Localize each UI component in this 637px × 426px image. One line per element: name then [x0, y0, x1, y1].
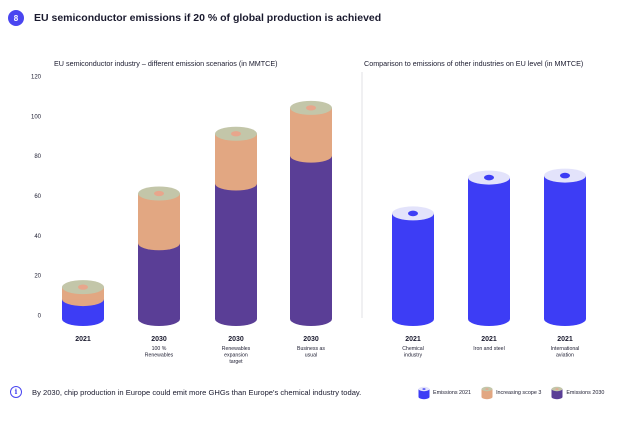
comparison-bar-2 — [544, 168, 586, 326]
bar-segment — [138, 193, 180, 244]
comparison-category-0-label: industry — [404, 353, 423, 359]
swatch-body — [481, 389, 493, 397]
comparison-category-1-year: 2021 — [481, 336, 497, 343]
comparison-category-2-label: International — [551, 346, 580, 352]
comparison-category-0-year: 2021 — [405, 336, 421, 343]
legend-item-emissions-2021: Emissions 2021 — [418, 386, 471, 400]
category-3-label: usual — [305, 353, 317, 359]
left-panel-title: EU semiconductor industry – different em… — [54, 59, 278, 68]
bar-segment — [290, 107, 332, 156]
legend-label: Increasing scope 3 — [496, 390, 542, 396]
swatch-body — [418, 389, 430, 397]
header: 8 EU semiconductor emissions if 20 % of … — [8, 10, 381, 26]
y-tick-label: 60 — [34, 194, 41, 200]
y-tick-label: 40 — [34, 234, 41, 240]
comparison-category-2-label: aviation — [556, 353, 574, 359]
bar-top-hole — [306, 105, 316, 111]
swatch-hole — [485, 388, 489, 390]
bar-top-hole — [408, 210, 418, 217]
legend: Emissions 2021 Increasing scope 3 Emissi… — [418, 386, 614, 400]
bar-2 — [215, 126, 257, 326]
bar-segment — [468, 177, 510, 319]
category-2-label: target — [229, 359, 243, 365]
bar-3 — [290, 100, 332, 326]
swatch-body — [551, 389, 563, 397]
category-2-label: expansion — [224, 353, 248, 359]
comparison-bar-0 — [392, 206, 434, 326]
category-2-label: Renewables — [222, 346, 251, 352]
category-1-year: 2030 — [151, 336, 167, 343]
category-3-year: 2030 — [303, 336, 319, 343]
legend-item-increasing-scope3: Increasing scope 3 — [481, 386, 541, 400]
footnote: By 2030, chip production in Europe could… — [32, 387, 362, 397]
swatch-hole — [555, 388, 559, 390]
legend-swatch-emissions-2021 — [418, 386, 430, 400]
right-panel-title: Comparison to emissions of other industr… — [364, 59, 584, 68]
bar-segment — [290, 155, 332, 319]
y-tick-label: 100 — [31, 114, 42, 120]
category-1-label: 100 % — [152, 346, 167, 352]
bar-segment — [138, 243, 180, 319]
bar-segment — [215, 133, 257, 184]
bar-segment — [215, 183, 257, 319]
page-title: EU semiconductor emissions if 20 % of gl… — [34, 12, 382, 24]
bar-top-hole — [78, 284, 88, 290]
bar-segment — [392, 213, 434, 319]
y-tick-label: 80 — [34, 154, 41, 160]
comparison-category-1-label: Iron and steel — [473, 346, 504, 352]
y-tick-label: 0 — [38, 314, 42, 320]
legend-label: Emissions 2030 — [566, 390, 605, 396]
bar-top-hole — [484, 174, 494, 181]
bar-top-hole — [560, 172, 570, 179]
bar-top-hole — [154, 190, 164, 197]
category-0-year: 2021 — [75, 336, 91, 343]
category-3-label: Business as — [297, 346, 325, 352]
category-2-year: 2030 — [228, 336, 244, 343]
comparison-bar-1 — [468, 170, 510, 326]
bar-1 — [138, 186, 180, 326]
legend-label: Emissions 2021 — [433, 390, 472, 396]
bar-segment — [544, 175, 586, 319]
swatch-hole — [422, 388, 426, 390]
legend-swatch-increasing-scope3 — [481, 386, 493, 400]
footer: i By 2030, chip production in Europe cou… — [10, 386, 361, 398]
bar-0 — [62, 280, 104, 326]
y-tick-label: 120 — [31, 75, 42, 81]
category-1-label: Renewables — [145, 353, 174, 359]
comparison-category-2-year: 2021 — [557, 336, 573, 343]
section-number-badge: 8 — [8, 10, 24, 26]
bar-top-hole — [231, 131, 241, 137]
legend-item-emissions-2030: Emissions 2030 — [551, 386, 604, 400]
info-icon: i — [10, 386, 22, 398]
legend-swatch-emissions-2030 — [551, 386, 563, 400]
comparison-category-0-label: Chemical — [402, 346, 424, 352]
y-tick-label: 20 — [34, 274, 41, 280]
